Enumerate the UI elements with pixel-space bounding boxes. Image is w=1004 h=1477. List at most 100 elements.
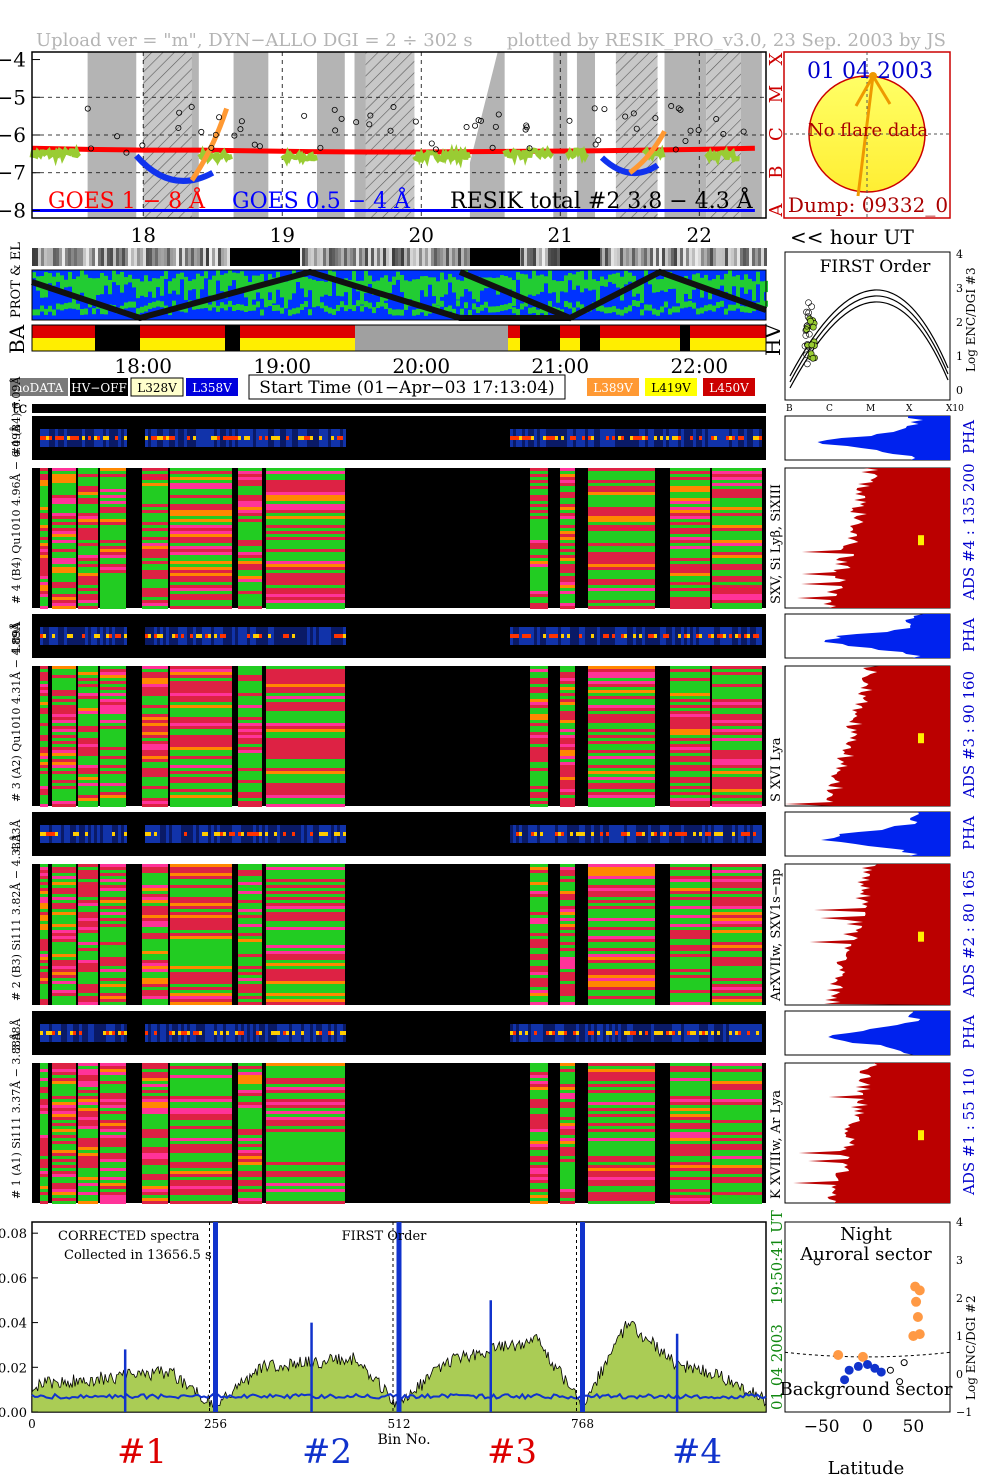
spectrogram-cell — [100, 1150, 126, 1153]
spectrogram-cell — [40, 522, 48, 525]
gray-strip-cell — [221, 248, 224, 266]
prot-green-cell — [420, 276, 424, 291]
pha-line-cell — [657, 1031, 660, 1035]
spectrogram-cell — [712, 693, 762, 696]
spectrogram-cell — [40, 906, 48, 909]
spectrogram-cell — [142, 771, 168, 774]
spectrogram-cell — [100, 1090, 126, 1093]
spectrogram-cell — [712, 528, 762, 531]
spectrogram-cell — [238, 723, 262, 726]
prot-green-cell — [332, 308, 336, 315]
spectrogram-cell — [238, 873, 262, 876]
spectrogram-cell — [52, 738, 76, 741]
spectrogram-cell — [266, 516, 345, 519]
pha-cell — [729, 825, 732, 843]
prot-green-cell — [508, 303, 512, 310]
spectrogram-cell — [560, 954, 575, 957]
spectrogram-cell — [670, 582, 710, 585]
pha-cell — [588, 825, 591, 843]
pha-cell — [79, 627, 82, 645]
pha-line-cell — [546, 1031, 549, 1035]
spectrogram-cell — [78, 1162, 98, 1165]
spectrogram-cell — [52, 1144, 76, 1147]
prot-green-cell — [104, 308, 108, 315]
spectrogram-cell — [712, 1165, 762, 1168]
spectrogram-cell — [530, 510, 548, 513]
spectrogram-cell — [560, 726, 575, 729]
spectrogram-cell — [560, 801, 575, 804]
gray-strip-cell — [722, 248, 725, 266]
spectrogram-cell — [266, 1177, 345, 1180]
gray-strip-cell — [695, 248, 698, 266]
prot-green-cell — [520, 273, 524, 296]
spectrogram-cell — [266, 1174, 345, 1177]
spectrogram-cell — [238, 747, 262, 750]
spectrogram-cell — [560, 531, 575, 534]
spectrogram-cell — [238, 477, 262, 480]
spectrogram-cell — [560, 690, 575, 693]
spectrogram-cell — [100, 996, 126, 999]
spectrogram-cell — [78, 576, 98, 579]
pha-line-cell — [513, 436, 516, 440]
pha-line-cell — [169, 1031, 172, 1035]
pha-line-cell — [124, 832, 127, 836]
pha-line-cell — [753, 436, 756, 440]
spectrogram-cell — [142, 897, 168, 900]
spectrogram-cell — [40, 1123, 48, 1126]
pha-line-cell — [600, 832, 603, 836]
pha-line-cell — [157, 436, 160, 440]
spectrogram-cell — [52, 882, 76, 885]
spectrogram-cell — [530, 936, 548, 939]
gray-strip-cell — [392, 248, 395, 266]
pha-line-cell — [738, 436, 741, 440]
spectrogram-cell — [670, 588, 710, 591]
spectrogram-cell — [52, 969, 76, 972]
gray-strip-cell — [713, 248, 716, 266]
spectrogram-cell — [52, 1075, 76, 1078]
gray-strip-cell — [419, 248, 422, 266]
spectrogram-cell — [40, 969, 48, 972]
prot-green-cell — [112, 270, 116, 283]
spectrogram-cell — [530, 480, 548, 483]
spectrogram-cell — [588, 1192, 655, 1195]
spectrogram-cell — [52, 1123, 76, 1126]
pha-axis-label: 3.88Å — [9, 1018, 23, 1051]
spectrogram-cell — [670, 879, 710, 882]
spectrogram-cell — [266, 1066, 345, 1069]
ads-fill — [784, 666, 950, 806]
spectrogram-cell — [52, 534, 76, 537]
pha-line-cell — [627, 832, 630, 836]
spectrogram-cell — [530, 492, 548, 495]
prot-green-cell — [528, 307, 532, 314]
spectrogram-cell — [170, 714, 232, 717]
spectrogram-cell — [530, 564, 548, 567]
orbit-track — [31, 268, 768, 322]
pha-line-cell — [205, 832, 208, 836]
gray-strip-cell — [341, 248, 344, 266]
spectrogram-cell — [78, 1093, 98, 1096]
spectrogram-cell — [266, 1081, 345, 1084]
spectrogram-cell — [100, 798, 126, 801]
first-order-xtick: X10 — [946, 404, 964, 414]
spectrogram-cell — [100, 765, 126, 768]
spectrogram-cell — [670, 1141, 710, 1144]
spectrogram-cell — [52, 771, 76, 774]
sun-pointer-3 — [856, 75, 875, 197]
spectrogram-cell — [670, 489, 710, 492]
spectrogram-cell — [238, 771, 262, 774]
pha-line-cell — [627, 1031, 630, 1035]
prot-green-cell — [728, 304, 732, 311]
spectrogram-cell — [142, 678, 168, 681]
spectrogram-cell — [670, 747, 710, 750]
spectrogram-cell — [142, 1105, 168, 1108]
pha-cell — [600, 429, 603, 447]
pha-line-cell — [729, 1031, 732, 1035]
spectrogram-cell — [78, 987, 98, 990]
spectrogram-cell — [560, 573, 575, 576]
pha-line-cell — [169, 436, 172, 440]
pha-cell — [552, 825, 555, 843]
pha-cell — [651, 1024, 654, 1042]
pha-line-cell — [618, 436, 621, 440]
spectrogram-cell — [530, 915, 548, 918]
